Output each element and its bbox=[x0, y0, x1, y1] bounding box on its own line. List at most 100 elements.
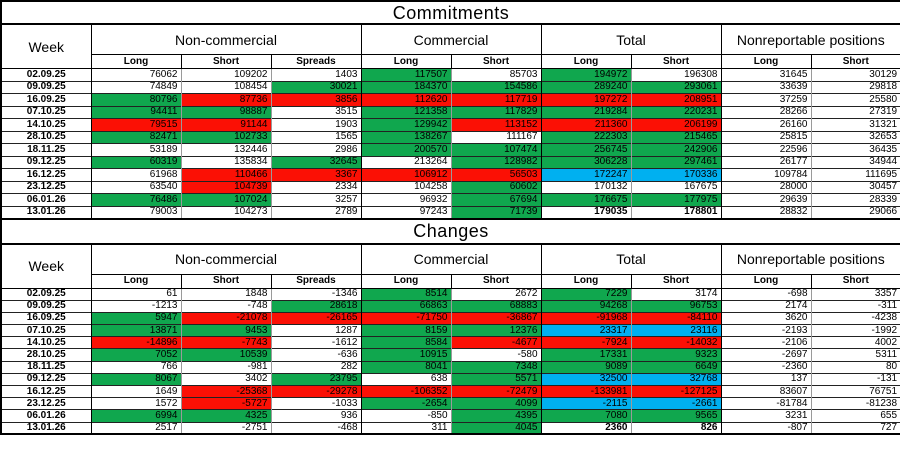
col-header-nonreportable-long: Long bbox=[720, 54, 812, 69]
value-cell: 98887 bbox=[180, 105, 271, 119]
week-cell: 09.09.25 bbox=[1, 80, 91, 94]
value-cell: 111695 bbox=[810, 168, 900, 181]
table-row: 13.01.26 79003 104273 2789 97243 71739 179035 1… bbox=[1, 205, 900, 219]
value-cell: 80796 bbox=[90, 93, 181, 106]
changes-title-row: Changes bbox=[1, 219, 900, 245]
value-cell: 135834 bbox=[180, 155, 271, 169]
value-cell: -14896 bbox=[90, 336, 181, 349]
value-cell: -133981 bbox=[540, 384, 631, 398]
changes-group-header-row: Week Non-commercial Commercial Total Non… bbox=[0, 243, 900, 289]
value-cell: 8067 bbox=[90, 372, 181, 386]
value-cell: 31321 bbox=[810, 118, 900, 131]
week-cell: 06.01.26 bbox=[1, 193, 91, 206]
value-cell: 68883 bbox=[450, 299, 541, 313]
value-cell: 28000 bbox=[720, 180, 811, 194]
value-cell: 727 bbox=[810, 421, 900, 435]
value-cell: 289240 bbox=[540, 80, 631, 94]
value-cell: -4238 bbox=[810, 311, 900, 325]
value-cell: 117719 bbox=[450, 93, 541, 106]
value-cell: 23795 bbox=[270, 372, 361, 386]
value-cell: 121358 bbox=[360, 105, 451, 119]
value-cell: 3620 bbox=[720, 311, 811, 325]
value-cell: -81784 bbox=[720, 397, 811, 410]
value-cell: 2360 bbox=[540, 421, 631, 435]
value-cell: 34944 bbox=[810, 155, 900, 169]
table-row: 28.10.25 82471 102733 1565 138267 111167 22230… bbox=[1, 130, 900, 144]
changes-title: Changes bbox=[1, 219, 900, 245]
value-cell: 7229 bbox=[540, 287, 631, 301]
table-row: 28.10.25 7052 10539 -636 10915 -580 17331 9323-… bbox=[1, 348, 900, 362]
value-cell: 242906 bbox=[630, 143, 721, 156]
table-row: 07.10.25 94411 98887 3515 121358 117829 219284… bbox=[1, 105, 900, 119]
table-row: 02.09.25 61 1848 -1346 8514 2672 7229 3174 -698 3… bbox=[1, 287, 900, 301]
table-row: 02.09.25 76062 109202 1403 117507 85703 194972… bbox=[1, 68, 900, 81]
week-cell: 16.09.25 bbox=[1, 311, 91, 325]
value-cell: -2697 bbox=[720, 348, 811, 362]
group-header-total: Total bbox=[540, 23, 722, 55]
value-cell: 83607 bbox=[720, 384, 811, 398]
col-header-total-long: Long bbox=[540, 273, 632, 289]
value-cell: -2654 bbox=[360, 397, 451, 410]
value-cell: 13871 bbox=[90, 324, 181, 337]
week-column-header: Week bbox=[0, 23, 92, 69]
group-header-commercial: Commercial bbox=[360, 23, 542, 55]
commitments-table-body: 02.09.25 76062 109202 1403 117507 85703 194972… bbox=[1, 68, 900, 219]
value-cell: -2751 bbox=[180, 421, 271, 435]
value-cell: 306228 bbox=[540, 155, 631, 169]
value-cell: 10915 bbox=[360, 348, 451, 362]
group-header-noncommercial: Non-commercial bbox=[90, 243, 362, 275]
value-cell: 56503 bbox=[450, 168, 541, 181]
value-cell: -748 bbox=[180, 299, 271, 313]
value-cell: 1848 bbox=[180, 287, 271, 301]
value-cell: -807 bbox=[720, 421, 811, 435]
value-cell: 29066 bbox=[810, 205, 900, 219]
col-header-noncommercial-long: Long bbox=[90, 273, 182, 289]
week-cell: 14.10.25 bbox=[1, 118, 91, 131]
value-cell: -2661 bbox=[630, 397, 721, 410]
value-cell: 9453 bbox=[180, 324, 271, 337]
value-cell: 5947 bbox=[90, 311, 181, 325]
value-cell: 7052 bbox=[90, 348, 181, 362]
value-cell: 108454 bbox=[180, 80, 271, 94]
value-cell: 213264 bbox=[360, 155, 451, 169]
value-cell: 117829 bbox=[450, 105, 541, 119]
value-cell: 8584 bbox=[360, 336, 451, 349]
value-cell: 1572 bbox=[90, 397, 181, 410]
value-cell: 8159 bbox=[360, 324, 451, 337]
value-cell: 28832 bbox=[720, 205, 811, 219]
week-cell: 16.12.25 bbox=[1, 168, 91, 181]
value-cell: 97243 bbox=[360, 205, 451, 219]
value-cell: 1565 bbox=[270, 130, 361, 144]
week-cell: 23.12.25 bbox=[1, 180, 91, 194]
value-cell: 85703 bbox=[450, 68, 541, 81]
value-cell: -311 bbox=[810, 299, 900, 313]
value-cell: 9323 bbox=[630, 348, 721, 362]
value-cell: 25580 bbox=[810, 93, 900, 106]
value-cell: 4325 bbox=[180, 409, 271, 423]
value-cell: 2517 bbox=[90, 421, 181, 435]
value-cell: -850 bbox=[360, 409, 451, 423]
value-cell: 655 bbox=[810, 409, 900, 423]
value-cell: 3515 bbox=[270, 105, 361, 119]
value-cell: 28266 bbox=[720, 105, 811, 119]
value-cell: 3174 bbox=[630, 287, 721, 301]
value-cell: 27319 bbox=[810, 105, 900, 119]
value-cell: 3856 bbox=[270, 93, 361, 106]
value-cell: 2986 bbox=[270, 143, 361, 156]
value-cell: -636 bbox=[270, 348, 361, 362]
value-cell: 178801 bbox=[630, 205, 721, 219]
table-row: 07.10.25 13871 9453 1287 8159 12376 23317 23116… bbox=[1, 324, 900, 337]
table-row: 16.12.25 61968 110466 3367 106912 56503 172247… bbox=[1, 168, 900, 181]
value-cell: -4677 bbox=[450, 336, 541, 349]
col-header-nonreportable-short: Short bbox=[810, 273, 900, 289]
value-cell: 82471 bbox=[90, 130, 181, 144]
week-cell: 23.12.25 bbox=[1, 397, 91, 410]
table-row: 09.09.25 -1213 -748 28618 66863 68883 94268 967… bbox=[1, 299, 900, 313]
value-cell: 7348 bbox=[450, 360, 541, 374]
value-cell: 170336 bbox=[630, 168, 721, 181]
value-cell: 297461 bbox=[630, 155, 721, 169]
commitments-subheader-row: Long Short Spreads Long Short Long Short… bbox=[1, 54, 900, 69]
value-cell: 222303 bbox=[540, 130, 631, 144]
col-header-noncommercial-spreads: Spreads bbox=[270, 273, 362, 289]
value-cell: -2106 bbox=[720, 336, 811, 349]
